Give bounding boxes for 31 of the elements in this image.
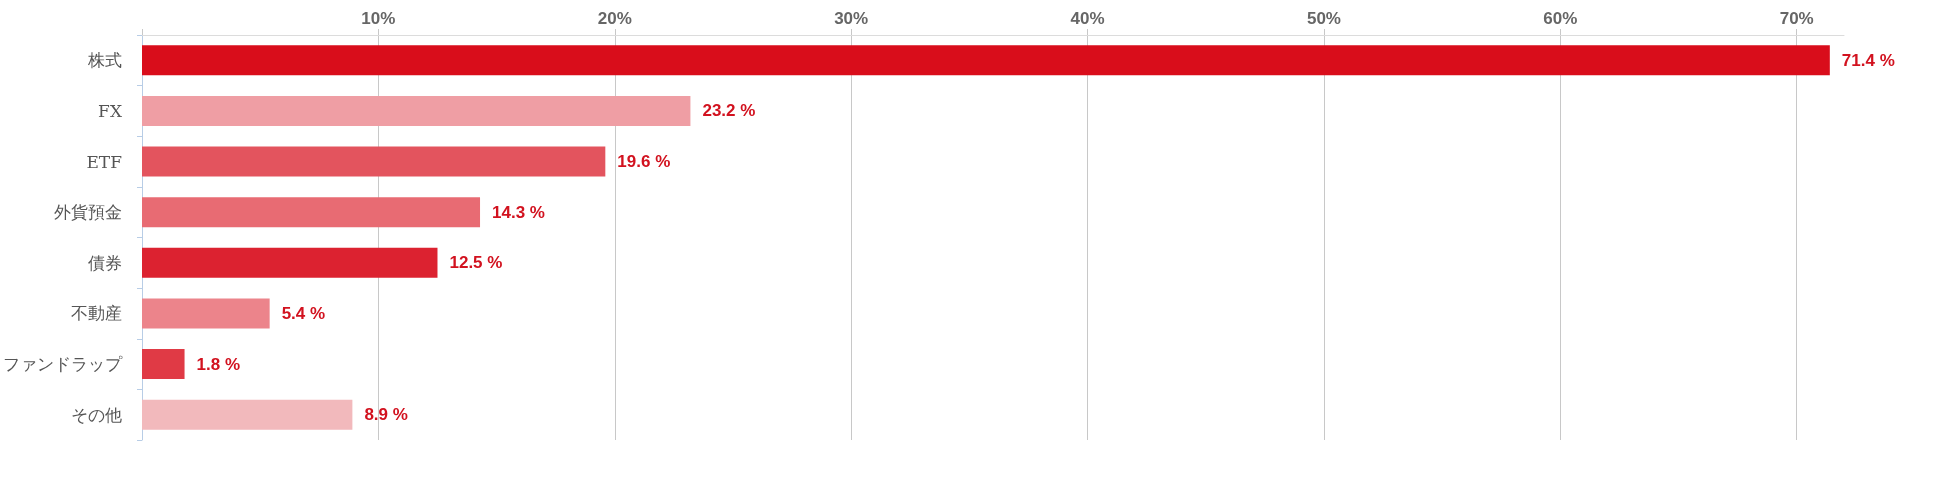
data-label: 14.3 % <box>492 202 545 222</box>
y-tick-label: ファンドラップ <box>3 354 123 375</box>
bar <box>142 95 691 126</box>
bar <box>142 45 1830 76</box>
data-label: 5.4 % <box>281 303 326 323</box>
bar <box>142 247 438 278</box>
data-label: 8.9 % <box>364 405 408 425</box>
y-tick-label: その他 <box>71 404 122 425</box>
x-tick-label: 60% <box>1543 9 1578 28</box>
y-tick-label: 不動産 <box>71 303 122 324</box>
y-tick-label: FX <box>98 100 123 121</box>
y-tick-label: 債券 <box>88 252 122 273</box>
x-tick-label: 10% <box>361 9 396 28</box>
y-tick-label: 株式 <box>87 50 122 71</box>
data-label: 71.4 % <box>1841 50 1895 70</box>
x-tick-label: 70% <box>1779 9 1814 28</box>
bar <box>142 349 185 380</box>
y-tick-label: 外貨預金 <box>54 202 122 223</box>
data-label: 23.2 % <box>702 101 756 121</box>
bar <box>142 146 606 177</box>
y-tick-label: ETF <box>86 151 123 172</box>
x-tick-label: 40% <box>1070 9 1105 28</box>
bar <box>142 399 353 430</box>
data-label: 12.5 % <box>449 253 503 273</box>
x-tick-label: 50% <box>1306 9 1341 28</box>
x-tick-label: 20% <box>597 9 632 28</box>
bar <box>142 197 481 228</box>
x-tick-label: 30% <box>834 9 869 28</box>
data-label: 1.8 % <box>196 354 241 374</box>
data-label: 19.6 % <box>617 152 671 172</box>
bar <box>142 298 270 329</box>
